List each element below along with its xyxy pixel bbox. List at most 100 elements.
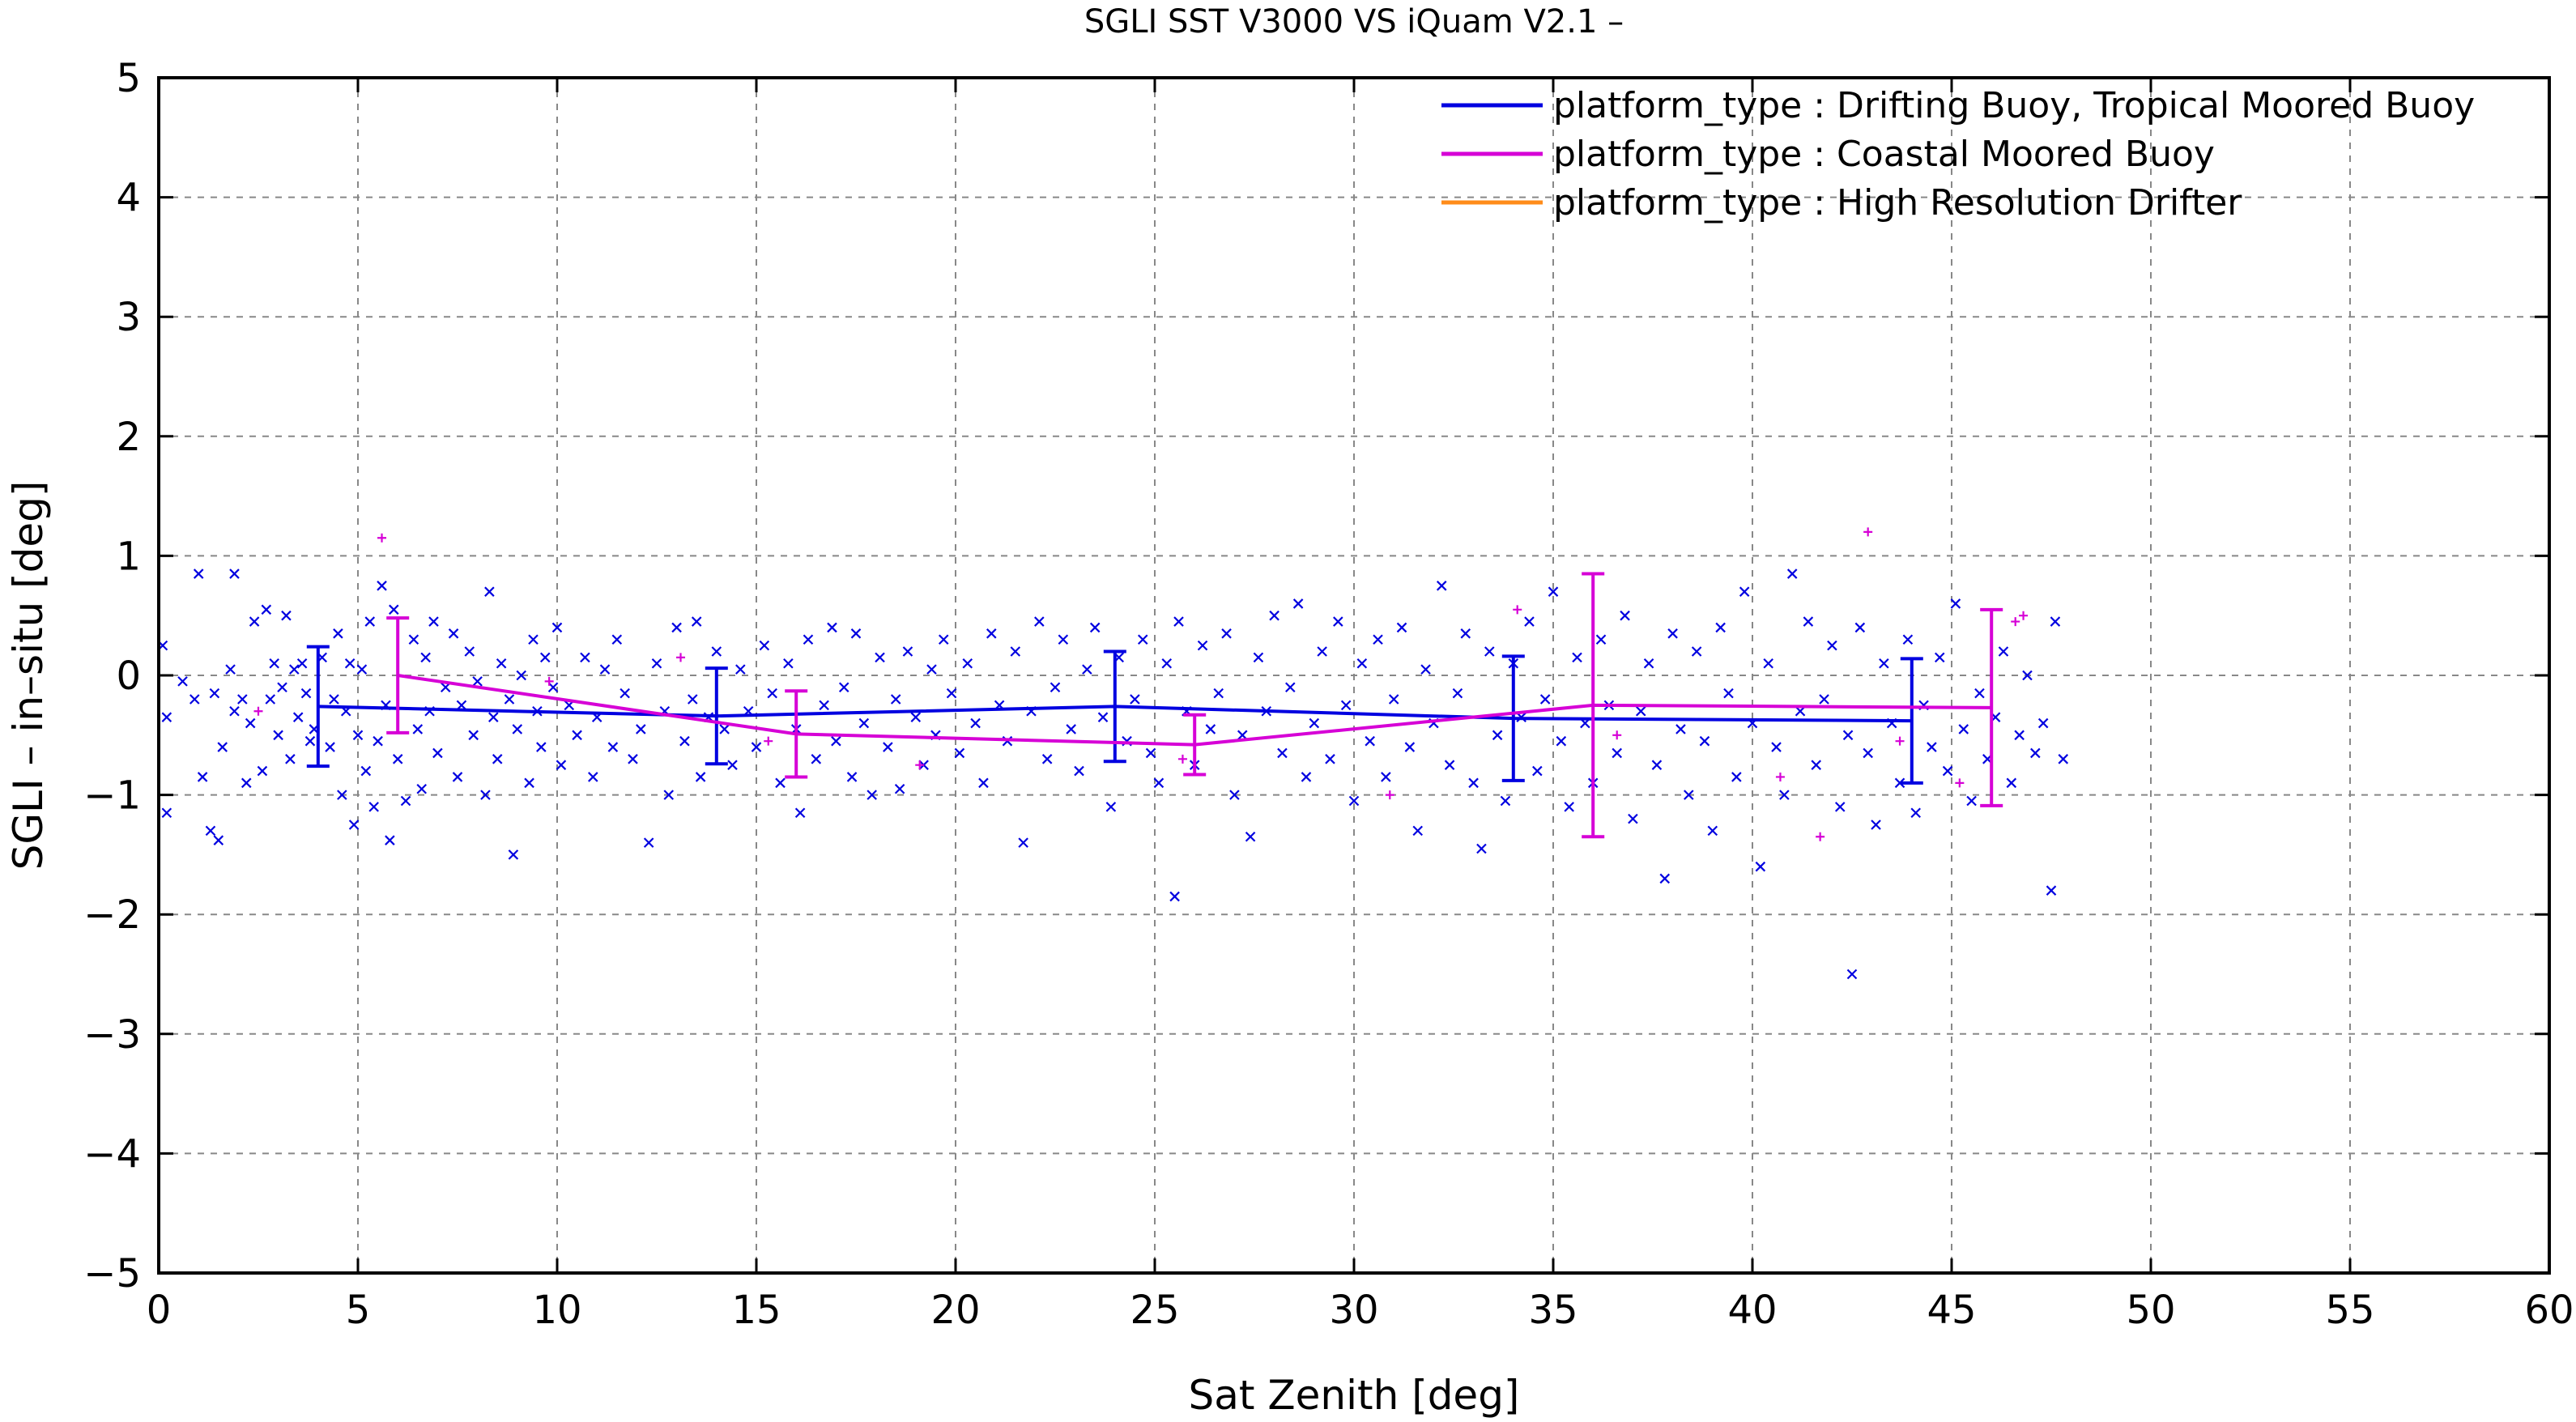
- data-point-1: [225, 664, 236, 675]
- data-point-1: [448, 628, 459, 639]
- data-point-1: [536, 742, 547, 752]
- data-point-1: [811, 754, 822, 764]
- data-point-1: [1325, 754, 1335, 764]
- data-point-1: [926, 664, 937, 675]
- data-point-1: [636, 724, 646, 734]
- data-point-1: [1066, 724, 1076, 734]
- data-point-1: [838, 682, 849, 693]
- x-tick-label: 55: [2325, 1288, 2374, 1333]
- data-point-1: [1412, 825, 1423, 837]
- data-point-1: [890, 694, 901, 705]
- data-point-1: [377, 581, 387, 591]
- data-point-1: [1348, 795, 1360, 807]
- data-point-1: [1074, 765, 1084, 777]
- data-point-1: [385, 835, 395, 845]
- data-point-1: [1301, 772, 1312, 782]
- data-point-1: [1779, 790, 1790, 800]
- data-point-1: [1927, 742, 1937, 752]
- data-point-1: [819, 700, 829, 711]
- data-point-1: [1365, 735, 1375, 747]
- data-point-1: [1819, 694, 1829, 705]
- data-point-2: [377, 533, 387, 543]
- x-tick-label: 20: [930, 1288, 980, 1333]
- data-point-1: [1221, 628, 1232, 639]
- x-tick-label: 45: [1927, 1288, 1976, 1333]
- data-point-1: [504, 694, 515, 705]
- data-point-1: [946, 688, 957, 699]
- data-point-1: [1675, 724, 1686, 734]
- data-point-1: [1628, 813, 1638, 824]
- error-bar-1: [1900, 657, 1923, 785]
- data-point-1: [197, 772, 208, 782]
- data-point-1: [628, 754, 638, 764]
- data-point-1: [547, 682, 559, 693]
- data-point-1: [1253, 652, 1264, 663]
- data-point-1: [392, 754, 403, 764]
- data-point-1: [1966, 795, 1977, 807]
- data-point-1: [352, 730, 364, 741]
- data-point-1: [389, 604, 399, 615]
- data-point-1: [775, 777, 786, 789]
- x-tick-label: 25: [1130, 1288, 1179, 1333]
- x-tick-label: 35: [1528, 1288, 1578, 1333]
- data-point-1: [1871, 820, 1881, 830]
- data-point-1: [1715, 622, 1726, 633]
- data-point-1: [229, 706, 240, 717]
- data-point-1: [265, 694, 276, 705]
- data-point-1: [986, 628, 997, 639]
- data-point-1: [289, 664, 300, 675]
- data-point-1: [528, 634, 539, 645]
- data-point-1: [1492, 730, 1503, 741]
- data-point-1: [751, 742, 762, 752]
- data-point-1: [1731, 772, 1742, 782]
- data-point-1: [296, 658, 308, 669]
- data-point-1: [1388, 694, 1399, 705]
- data-point-1: [894, 783, 905, 794]
- data-point-1: [1420, 664, 1431, 675]
- data-point-1: [1484, 646, 1495, 657]
- data-point-2: [1955, 778, 1965, 788]
- data-point-1: [2037, 717, 2049, 729]
- data-point-1: [292, 712, 304, 722]
- data-point-1: [691, 616, 702, 627]
- data-point-1: [1153, 777, 1165, 789]
- data-point-1: [1356, 658, 1368, 669]
- data-point-1: [1786, 568, 1798, 579]
- data-point-1: [1285, 682, 1296, 693]
- data-point-1: [472, 676, 483, 687]
- data-point-1: [344, 658, 356, 669]
- x-tick-label: 50: [2126, 1288, 2175, 1333]
- y-tick-label: 4: [116, 176, 141, 221]
- error-bar-2: [386, 616, 410, 734]
- grid-lines: [159, 78, 2549, 1273]
- x-tick-label: 10: [532, 1288, 581, 1333]
- data-point-1: [866, 790, 877, 800]
- data-point-1: [572, 730, 582, 741]
- data-point-1: [1340, 700, 1352, 711]
- data-point-2: [1816, 832, 1825, 841]
- data-point-1: [273, 730, 283, 741]
- data-point-1: [1500, 795, 1511, 807]
- data-point-1: [883, 742, 893, 752]
- data-point-1: [1097, 712, 1109, 722]
- data-point-1: [480, 790, 491, 800]
- data-point-1: [1137, 634, 1148, 645]
- data-point-1: [408, 634, 419, 645]
- error-bar-1: [1501, 654, 1525, 782]
- data-point-1: [767, 688, 777, 699]
- data-point-1: [831, 735, 841, 747]
- data-point-1: [229, 568, 240, 579]
- data-point-1: [1436, 581, 1447, 591]
- data-point-1: [1902, 634, 1914, 645]
- data-point-1: [1452, 688, 1463, 699]
- mean-lines: [306, 572, 2003, 839]
- data-point-1: [1396, 622, 1407, 633]
- y-tick-label: 0: [116, 654, 141, 699]
- data-point-1: [1699, 735, 1710, 747]
- data-point-2: [676, 653, 686, 662]
- data-point-1: [1556, 735, 1567, 747]
- data-point-2: [1513, 605, 1522, 615]
- data-point-1: [643, 837, 654, 848]
- x-axis-title: Sat Zenith [deg]: [1189, 1372, 1520, 1419]
